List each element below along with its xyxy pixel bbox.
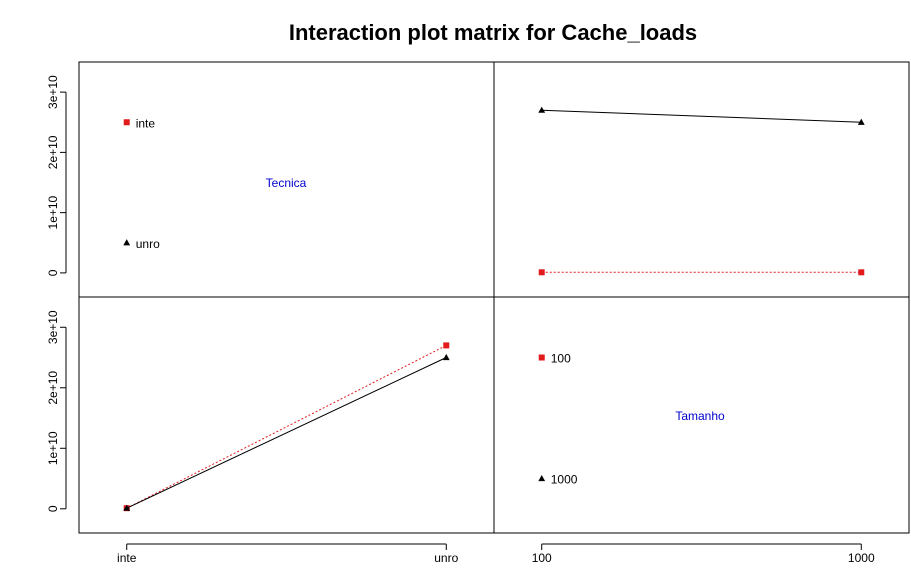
legend-label-100: 100 <box>551 352 571 366</box>
point-unro-100 <box>538 106 546 113</box>
legend-item-100: 100 <box>538 352 571 366</box>
x-tick-label-1000: 1000 <box>848 551 875 565</box>
panel-top-left: Tecnica inte unro <box>123 116 307 251</box>
series-line-unro <box>541 109 862 123</box>
point-inte-1000 <box>858 269 865 276</box>
series-line-100 <box>126 344 447 509</box>
point-1000-unro <box>442 353 450 361</box>
y-tick-label: 3e+10 <box>46 310 60 344</box>
x-axis-right: 100 1000 <box>532 543 875 565</box>
y-tick-label: 3e+10 <box>46 75 60 109</box>
legend-label-unro: unro <box>136 237 160 251</box>
y-tick-bottom: 0 <box>46 505 66 512</box>
legend-marker-1000 <box>538 474 546 482</box>
y-tick-label: 2e+10 <box>46 135 60 169</box>
y-tick-label: 0 <box>46 269 60 276</box>
point-100-unro <box>443 342 450 349</box>
legend-item-1000: 1000 <box>538 473 578 487</box>
legend-marker-unro <box>123 239 131 246</box>
x-axis-left: inte unro <box>117 543 459 565</box>
y-axis-top: 0 1e+10 2e+10 3e+10 <box>46 75 67 276</box>
panel-bottom-right: Tamanho 100 1000 <box>538 352 725 487</box>
legend-marker-100 <box>538 354 545 361</box>
x-tick-label-inte: inte <box>117 551 137 565</box>
legend-label-1000: 1000 <box>551 473 578 487</box>
y-tick-label: 1e+10 <box>46 195 60 229</box>
diag-label-tamanho: Tamanho <box>675 409 725 423</box>
x-tick-label-100: 100 <box>532 551 552 565</box>
legend-label-inte: inte <box>136 116 156 130</box>
y-tick-top: 3e+10 <box>46 75 66 109</box>
point-unro-1000 <box>857 118 865 125</box>
y-tick-label: 1e+10 <box>46 431 60 465</box>
y-tick-bottom: 1e+10 <box>46 431 66 465</box>
y-tick-bottom: 2e+10 <box>46 371 66 405</box>
point-inte-100 <box>538 269 545 276</box>
point-1000-inte <box>123 504 131 511</box>
y-axis-bottom: 0 1e+10 2e+10 3e+10 <box>46 310 67 512</box>
series-line-1000 <box>126 357 447 509</box>
x-tick-right: 1000 <box>848 544 875 565</box>
legend-item-inte: inte <box>123 116 156 130</box>
y-tick-label: 2e+10 <box>46 371 60 405</box>
legend-marker-inte <box>123 119 130 126</box>
y-tick-label: 0 <box>46 505 60 512</box>
y-tick-top: 2e+10 <box>46 135 66 169</box>
panel-top-right <box>538 106 865 276</box>
x-tick-right: 100 <box>532 544 552 565</box>
panel-bottom-left <box>123 342 450 512</box>
y-tick-top: 1e+10 <box>46 195 66 229</box>
legend-item-unro: unro <box>123 237 160 251</box>
chart-title: Interaction plot matrix for Cache_loads <box>289 20 697 45</box>
x-tick-left: unro <box>434 544 459 565</box>
x-tick-label-unro: unro <box>434 551 458 565</box>
diag-label-tecnica: Tecnica <box>266 176 307 190</box>
y-tick-bottom: 3e+10 <box>46 310 66 344</box>
x-tick-left: inte <box>117 544 137 565</box>
y-tick-top: 0 <box>46 269 66 276</box>
